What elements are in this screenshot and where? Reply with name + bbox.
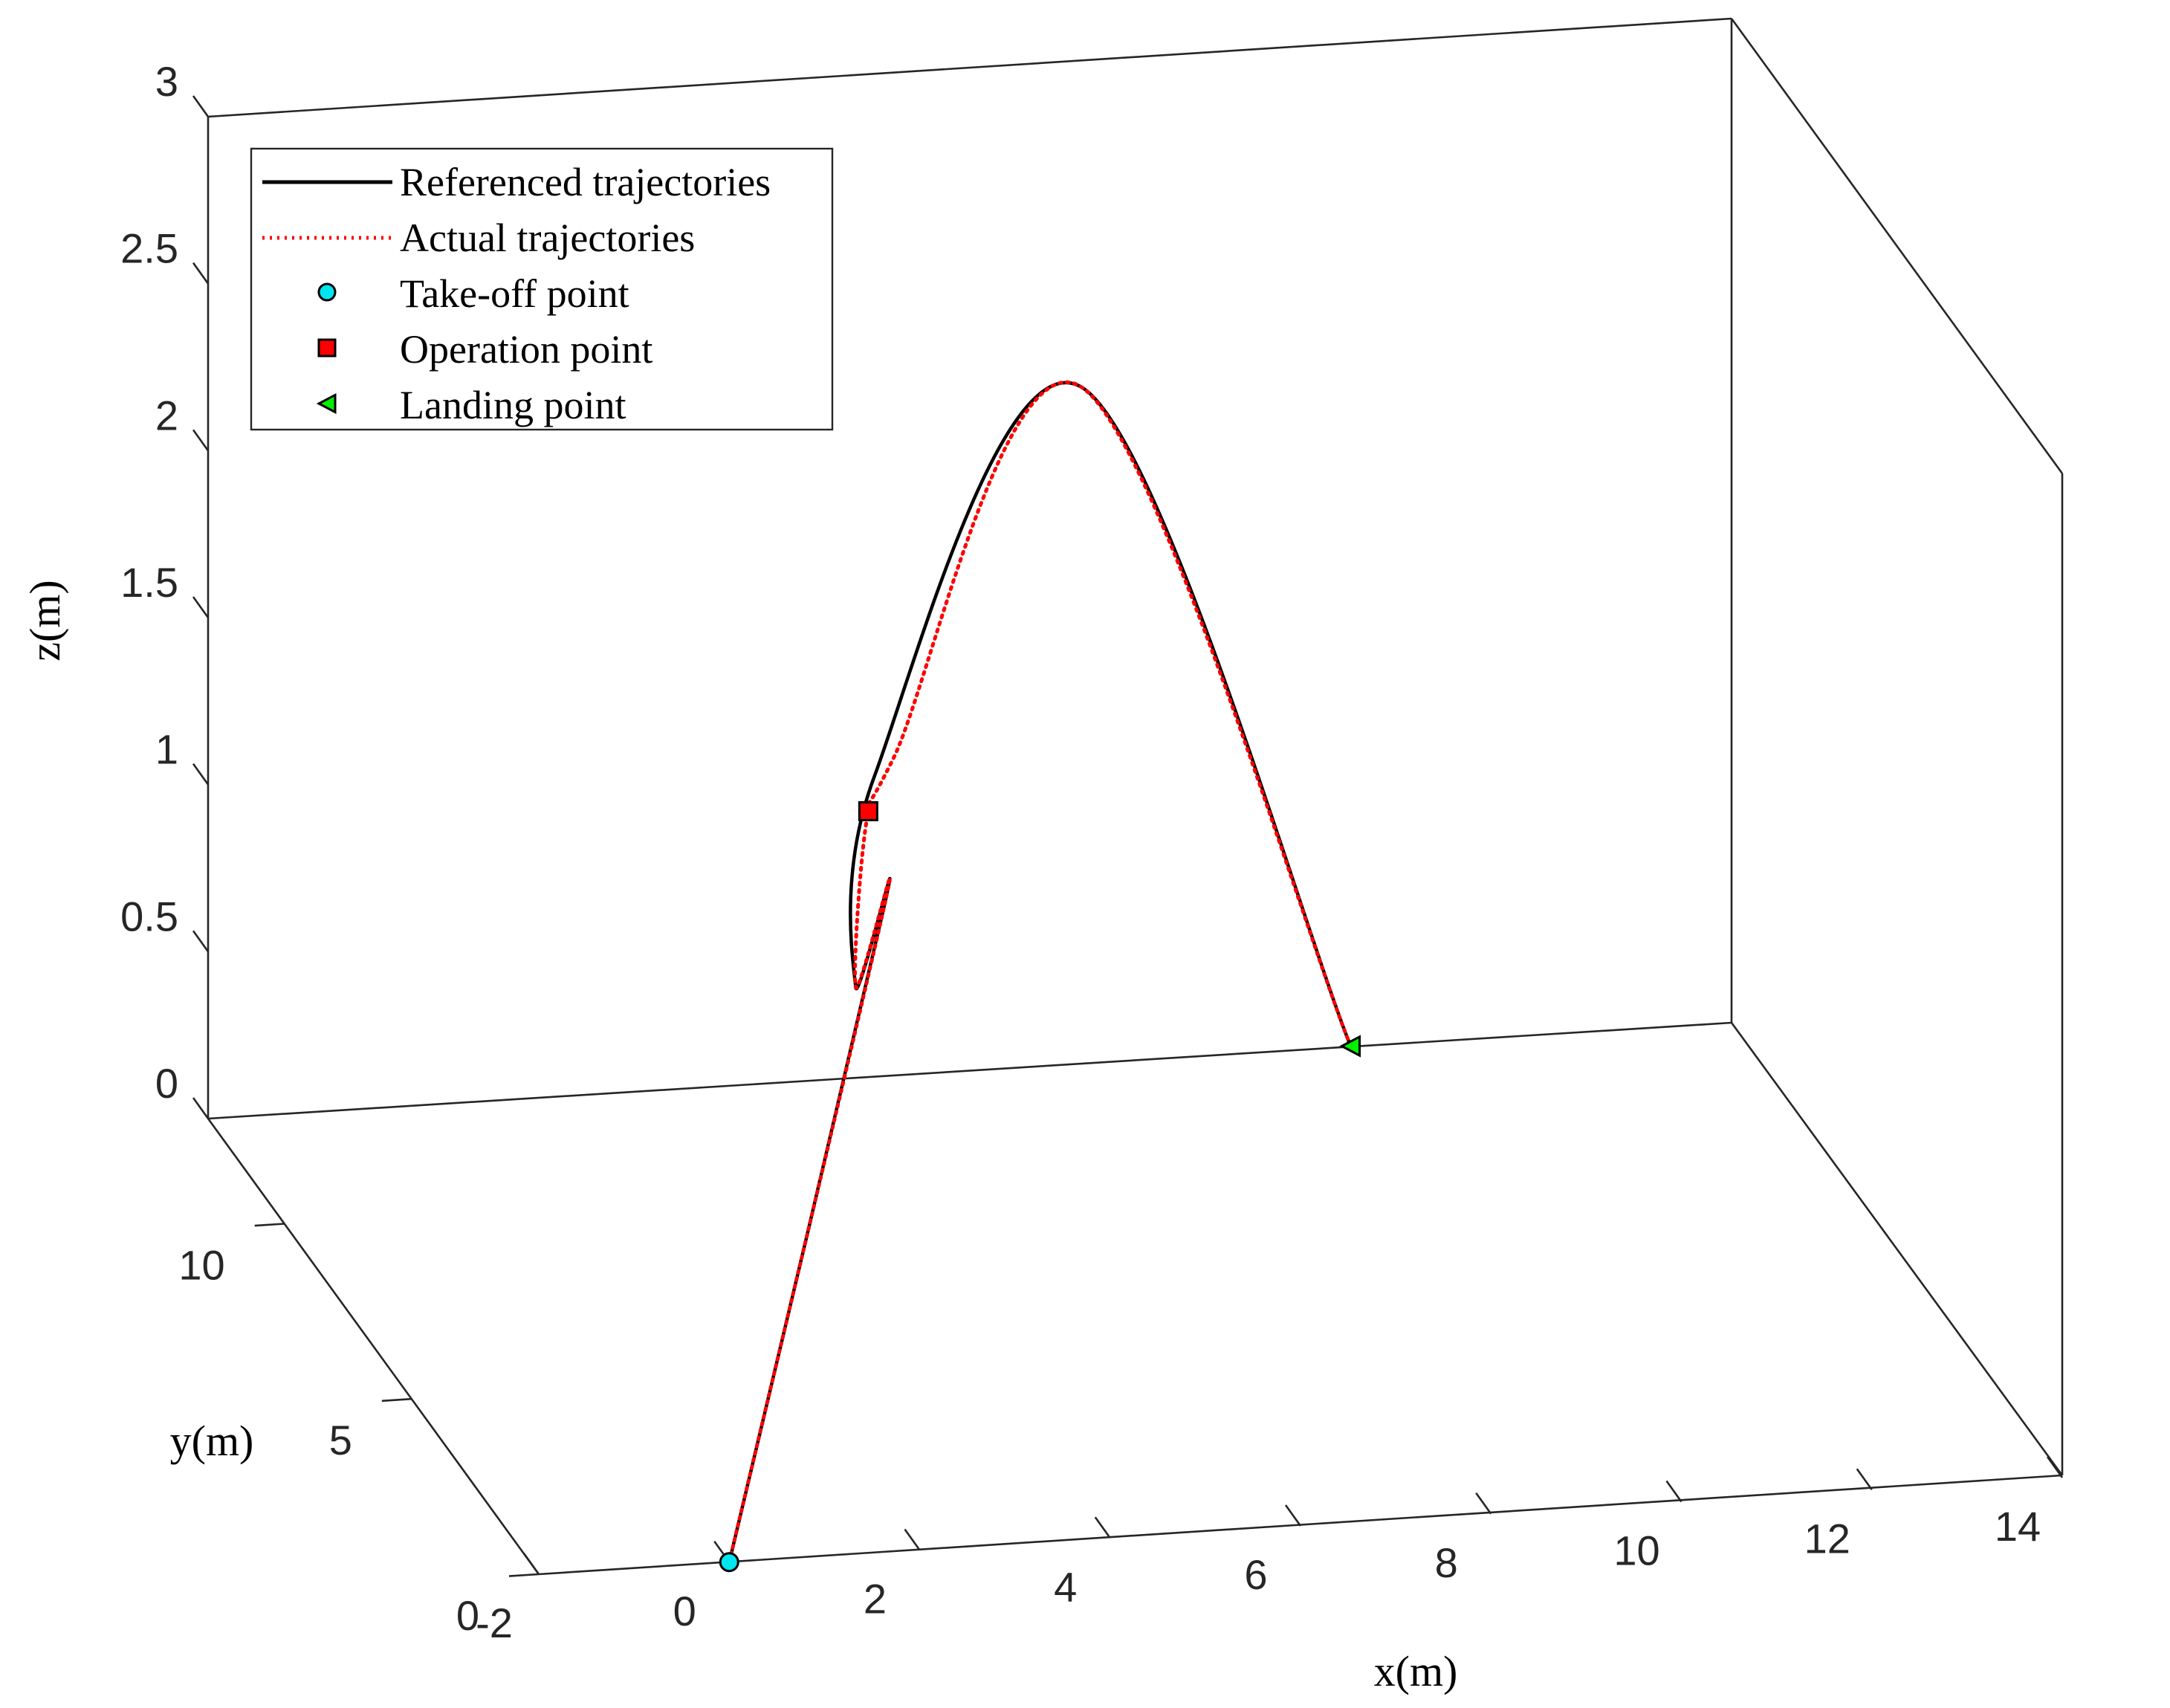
floor-back-edge <box>207 1021 1732 1120</box>
series-layer <box>727 380 1353 1565</box>
x-tick-mark <box>1856 1468 1873 1491</box>
operation-point-marker <box>858 800 878 821</box>
legend-takeoff: Take-off point <box>317 271 629 316</box>
x-tick-label: 6 <box>1244 1551 1267 1598</box>
marker-layer <box>719 800 1361 1573</box>
x-tick-label: 10 <box>1613 1527 1659 1574</box>
landing-marker <box>1339 1035 1361 1058</box>
actual-trajectory-line <box>727 380 1353 1565</box>
x-tick-label: 0 <box>673 1588 696 1634</box>
legend-operation: Operation point <box>317 327 652 372</box>
x-tick-mark <box>1475 1492 1492 1515</box>
axes-box <box>207 17 2064 1576</box>
y-tick-label: 5 <box>329 1417 352 1463</box>
x-tick-mark <box>522 1553 540 1575</box>
y-tick-label: 0 <box>456 1592 479 1639</box>
z-tick-mark <box>192 95 210 117</box>
x-tick-mark <box>2046 1456 2064 1478</box>
legend-takeoff-swatch <box>317 282 337 302</box>
y-tick-mark <box>254 1223 285 1227</box>
z-tick-label: 3 <box>155 58 178 105</box>
y-axis-label: y(m) <box>170 1417 254 1465</box>
legend-landing-label: Landing point <box>400 383 626 427</box>
z-axis-label: z(m) <box>21 580 69 661</box>
y-tick-mark <box>381 1397 412 1403</box>
legend-referenced-label: Referenced trajectories <box>400 160 771 204</box>
legend-box <box>250 147 834 431</box>
referenced-trajectory-line <box>728 381 1353 1565</box>
x-tick-label: 14 <box>1995 1503 2041 1550</box>
legend-referenced: Referenced trajectories <box>262 160 771 204</box>
z-tick-label: 2.5 <box>120 225 178 272</box>
legend-actual-label: Actual trajectories <box>400 216 695 260</box>
z-tick-mark <box>192 930 210 953</box>
legend-actual: Actual trajectories <box>262 216 695 260</box>
take-off-marker <box>719 1552 739 1573</box>
legend-landing-swatch <box>316 392 337 415</box>
z-tick-label: 0 <box>155 1060 178 1107</box>
x-tick-label: 2 <box>864 1576 887 1623</box>
legend-takeoff-label: Take-off point <box>400 271 629 316</box>
x-tick-label: 4 <box>1054 1563 1077 1610</box>
z-tick-label: 2 <box>155 392 178 439</box>
y-axis-line <box>207 1118 540 1575</box>
y-tick-label: 10 <box>178 1241 224 1288</box>
legend: Referenced trajectories Actual trajectori… <box>250 147 834 431</box>
z-tick-mark <box>192 596 210 618</box>
z-tick-mark <box>192 1097 210 1119</box>
x-tick-mark <box>904 1528 921 1551</box>
legend-landing: Landing point <box>316 383 626 427</box>
x-tick-mark <box>1284 1504 1302 1527</box>
x-tick-mark <box>1094 1516 1111 1539</box>
z-tick-label: 1.5 <box>120 559 178 606</box>
y-tick-mark <box>508 1573 540 1577</box>
x-tick-label: 8 <box>1435 1539 1458 1586</box>
x-tick-label: 12 <box>1804 1515 1850 1562</box>
z-tick-mark <box>192 262 210 285</box>
z-tick-mark <box>192 763 210 786</box>
x-tick-label: -2 <box>476 1599 513 1646</box>
top-right-edge <box>1730 18 2064 474</box>
z-tick-label: 1 <box>155 726 178 773</box>
z-tick-label: 0.5 <box>120 893 178 939</box>
top-back-edge <box>207 17 1732 118</box>
x-tick-mark <box>1665 1480 1682 1503</box>
z-tick-mark <box>192 429 210 452</box>
floor-right-edge <box>1730 1022 2064 1476</box>
legend-operation-swatch <box>317 338 337 358</box>
legend-operation-label: Operation point <box>400 327 652 372</box>
x-axis-label: x(m) <box>1374 1647 1458 1695</box>
